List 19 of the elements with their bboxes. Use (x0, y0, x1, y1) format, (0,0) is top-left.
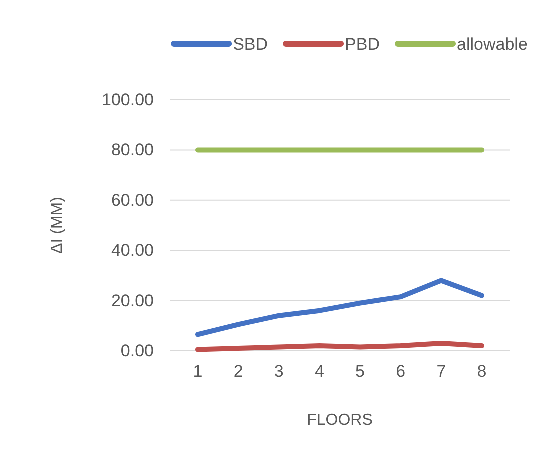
x-tick-label: 7 (436, 362, 446, 382)
y-tick-label: 100.00 (102, 90, 154, 110)
y-tick-label: 20.00 (111, 291, 154, 310)
legend-label: PBD (345, 35, 380, 54)
y-tick-label: 40.00 (111, 241, 154, 260)
legend-label: allowable (457, 35, 528, 54)
y-tick-label: 80.00 (111, 140, 154, 160)
x-tick-label: 5 (356, 362, 366, 382)
x-tick-label: 3 (274, 362, 284, 382)
x-tick-label: 2 (234, 362, 244, 382)
x-tick-label: 4 (314, 362, 324, 382)
y-tick-label: 0.00 (120, 341, 154, 360)
x-tick-label: 6 (396, 362, 406, 382)
y-tick-label: 60.00 (111, 190, 154, 210)
x-tick-label: 8 (477, 362, 487, 382)
legend-label: SBD (233, 35, 268, 54)
x-tick-label: 1 (193, 362, 203, 382)
x-axis-title: FLOORS (307, 412, 373, 429)
y-axis-title: ΔI (MM) (49, 197, 66, 254)
